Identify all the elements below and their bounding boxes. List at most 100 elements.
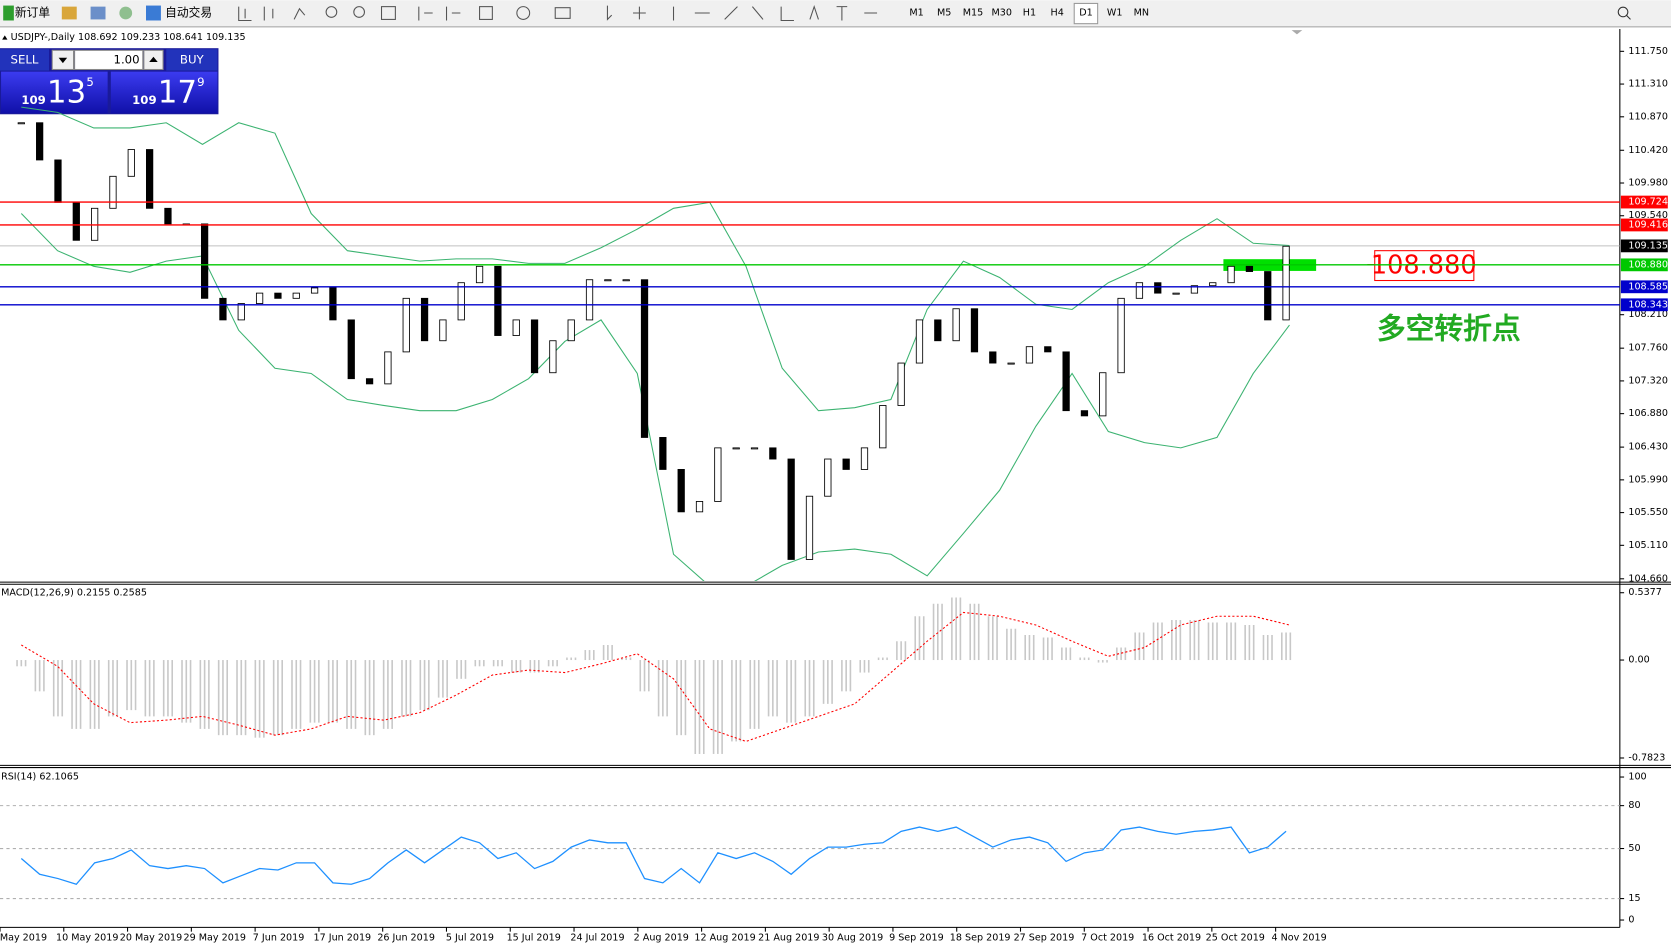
candle: [36, 122, 44, 161]
level-box: [1620, 258, 1668, 272]
icon[interactable]: [61, 6, 77, 20]
candle: [512, 319, 520, 336]
tool-icons[interactable]: [238, 4, 878, 22]
rsi-line: [20, 826, 1287, 886]
sell-button[interactable]: [0, 49, 50, 71]
timeframe-button[interactable]: W1: [1107, 8, 1123, 19]
candle: [1007, 362, 1015, 365]
y-tick-label: 0.00: [1628, 655, 1649, 666]
candle: [1282, 245, 1290, 321]
timeframe-button[interactable]: D1: [1079, 8, 1092, 19]
timeframe-button[interactable]: H1: [1023, 8, 1036, 19]
candle: [310, 287, 319, 294]
candle: [457, 282, 465, 321]
y-tick-label: 109.980: [1628, 178, 1668, 189]
candle: [1245, 265, 1254, 272]
candle: [677, 469, 685, 513]
candle: [787, 458, 795, 560]
x-tick-label: 12 Aug 2019: [694, 933, 755, 944]
buy-button[interactable]: [166, 49, 218, 71]
candle: [292, 292, 300, 299]
level-label: 108.343: [1628, 299, 1668, 310]
level-label: 109.416: [1628, 219, 1668, 230]
y-tick-label: 105.110: [1628, 540, 1668, 551]
candle: [989, 351, 997, 364]
candle: [439, 319, 447, 342]
timeframe-button[interactable]: M5: [937, 8, 951, 19]
candle: [109, 175, 117, 209]
search-icon[interactable]: [1625, 14, 1631, 20]
y-tick-label: 109.540: [1628, 210, 1668, 221]
candle: [659, 437, 667, 470]
toolbar: [0, 0, 1671, 27]
rsi-label: RSI(14) 62.1065: [1, 772, 79, 783]
lot-input[interactable]: [74, 49, 144, 71]
annotation-price: 108.880: [1371, 251, 1477, 281]
x-tick-label: 27 Sep 2019: [1014, 933, 1075, 944]
candle: [1025, 346, 1034, 364]
sell-label[interactable]: SELL: [11, 52, 39, 66]
y-tick-label: 106.880: [1628, 408, 1668, 419]
candle: [1154, 282, 1162, 294]
macd-plot: [16, 597, 1292, 754]
candle: [750, 447, 759, 450]
candle: [145, 149, 154, 209]
timeframe-button[interactable]: M30: [992, 8, 1012, 19]
lot-value[interactable]: 1.00: [114, 52, 140, 66]
candle: [219, 297, 227, 321]
level-box: [1620, 280, 1668, 294]
chart-header: USDJPY-,Daily 108.692 109.233 108.641 10…: [11, 32, 246, 43]
buy-label[interactable]: BUY: [180, 52, 205, 66]
level-label: 108.585: [1628, 281, 1668, 292]
annotation-box: [1374, 250, 1475, 282]
timeframe-button[interactable]: M1: [909, 8, 923, 19]
x-tick-label: 21 Aug 2019: [758, 933, 819, 944]
candle: [604, 279, 612, 282]
macd-signal: [21, 611, 1290, 742]
new-order-icon[interactable]: [3, 5, 14, 21]
shift-marker: [1291, 30, 1303, 35]
candle: [585, 279, 594, 321]
sell-price-mid: 13: [47, 75, 86, 111]
timeframe-active: [1073, 2, 1099, 25]
current-price-box: [1620, 239, 1668, 253]
candle: [384, 351, 392, 385]
search-icon[interactable]: [1617, 6, 1629, 18]
x-tick-label: 24 Jul 2019: [570, 933, 624, 944]
candle: [879, 405, 887, 449]
y-tick-label: 105.990: [1628, 474, 1668, 485]
candle: [1080, 410, 1089, 417]
candle: [255, 292, 264, 304]
icon[interactable]: [119, 6, 133, 20]
timeframe-button[interactable]: M15: [963, 8, 983, 19]
buy-price-box[interactable]: [110, 71, 218, 114]
candle: [1117, 297, 1125, 374]
x-tick-label: 18 Sep 2019: [950, 933, 1011, 944]
candle: [164, 207, 172, 225]
icon[interactable]: [90, 6, 106, 20]
candle: [329, 287, 337, 321]
level-box: [1620, 195, 1668, 209]
sell-price-box[interactable]: [1, 71, 108, 114]
current-price-label: 109.135: [1628, 240, 1668, 251]
timeframe-button[interactable]: H4: [1051, 8, 1064, 19]
buy-price-big: 109: [132, 93, 156, 107]
x-tick-label: 15 Jul 2019: [507, 933, 561, 944]
candle: [237, 303, 245, 321]
auto-trading-icon[interactable]: [145, 5, 161, 21]
timeframe-button[interactable]: MN: [1134, 8, 1149, 19]
level-box: [1620, 218, 1668, 232]
y-tick-label: 104.660: [1628, 573, 1668, 584]
candle: [934, 319, 942, 342]
auto-trading-button[interactable]: 自动交易: [165, 6, 212, 20]
buy-price-mid: 17: [158, 75, 197, 111]
lot-down-arrow: [58, 57, 68, 64]
new-order-button[interactable]: 新订单: [15, 6, 50, 20]
candle: [732, 447, 740, 450]
lot-up-arrow: [149, 56, 158, 63]
sell-price-small: 5: [86, 75, 93, 89]
x-tick-label: 20 May 2019: [120, 933, 182, 944]
y-tick-label: 0.5377: [1628, 587, 1662, 598]
y-tick-label: 107.320: [1628, 375, 1668, 386]
